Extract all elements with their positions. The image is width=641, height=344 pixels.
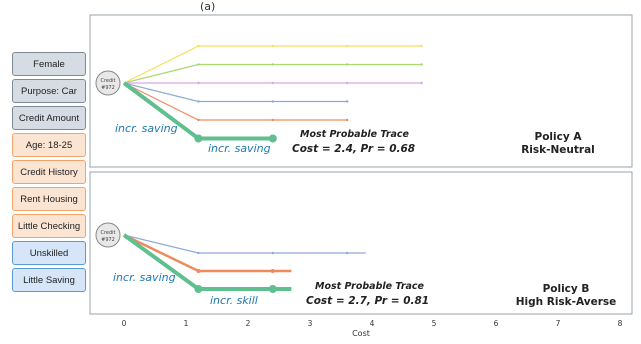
trace-line: [123, 82, 348, 103]
trace-point: [271, 63, 274, 66]
panel-b-policy: Policy B: [543, 283, 590, 295]
panel-a-labels: incr. saving incr. saving Most Probable …: [115, 122, 595, 156]
trace-point: [197, 100, 200, 103]
attribute-chip: Unskilled: [12, 241, 86, 265]
attribute-chip: Credit Amount: [12, 106, 86, 130]
trace-point: [197, 63, 200, 66]
trace-point: [197, 81, 200, 85]
trace-line: [123, 63, 422, 84]
attribute-chip: Credit History: [12, 160, 86, 184]
attribute-chip: Little Checking: [12, 214, 86, 238]
panel-b: Credit#972: [95, 222, 366, 293]
credit-node: [95, 70, 121, 96]
trace-point: [346, 44, 349, 48]
x-tick-label: 6: [494, 319, 499, 328]
x-tick-label: 3: [308, 319, 313, 328]
attribute-chip: Female: [12, 52, 86, 76]
attribute-chip: Age: 18-25: [12, 133, 86, 157]
panel-b-action1: incr. saving: [113, 271, 176, 284]
panel-a: Credit#972: [95, 44, 423, 143]
trace-point: [270, 269, 275, 273]
panel-a-action2: incr. saving: [208, 142, 271, 155]
trace-point: [197, 118, 200, 122]
credit-node-label: #972: [101, 85, 115, 91]
trace-point: [197, 44, 200, 48]
panel-a-action1: incr. saving: [115, 122, 178, 135]
trace-point: [268, 285, 277, 293]
credit-node: [95, 222, 121, 248]
x-tick-label: 7: [556, 319, 561, 328]
trace-point: [420, 44, 423, 48]
trace-point: [271, 100, 274, 103]
trace-point: [271, 81, 274, 85]
x-axis: 0 1 2 3 4 5 6 7 8: [122, 319, 623, 328]
attribute-chip: Little Saving: [12, 268, 86, 292]
x-tick-label: 4: [370, 319, 375, 328]
trace-point: [268, 134, 277, 143]
panel-a-trace-title: Most Probable Trace: [300, 129, 410, 140]
trace-point: [194, 285, 203, 293]
attribute-chip: Rent Housing: [12, 187, 86, 211]
x-tick-label: 1: [184, 319, 189, 328]
panel-label: (a): [200, 0, 215, 13]
trace-line: [123, 234, 366, 254]
panel-a-policy: Policy A: [535, 131, 583, 143]
trace-point: [420, 81, 423, 85]
panel-b-trace-title: Most Probable Trace: [315, 281, 425, 292]
trace-point: [194, 134, 203, 143]
trace-point: [346, 63, 349, 66]
trace-point: [346, 118, 349, 122]
credit-node-label: Credit: [100, 78, 115, 84]
panel-a-policy-type: Risk-Neutral: [521, 144, 595, 156]
trace-point: [420, 63, 423, 66]
trace-point: [346, 251, 349, 255]
x-tick-label: 2: [246, 319, 251, 328]
trace-point: [271, 118, 274, 122]
attribute-sidebar: Female Purpose: Car Credit Amount Age: 18-2…: [12, 52, 86, 295]
panel-a-trace-cost: Cost = 2.4, Pr = 0.68: [292, 143, 415, 155]
trace-point: [346, 81, 349, 85]
panel-b-labels: incr. saving incr. skill Most Probable T…: [113, 271, 616, 308]
attribute-chip: Purpose: Car: [12, 79, 86, 103]
panel-a-frame: [89, 14, 633, 168]
trace-point: [271, 44, 274, 48]
x-axis-label: Cost: [352, 329, 370, 338]
x-tick-label: 0: [122, 319, 127, 328]
panel-b-policy-type: High Risk-Averse: [516, 296, 617, 308]
credit-node-label: #972: [101, 237, 115, 243]
panel-b-frame: [89, 171, 633, 315]
x-tick-label: 5: [432, 319, 437, 328]
panel-b-action2: incr. skill: [210, 294, 258, 307]
trace-point: [197, 251, 200, 255]
x-tick-label: 8: [618, 319, 623, 328]
trace-point: [196, 269, 201, 273]
trace-point: [271, 251, 274, 255]
trace-point: [346, 100, 349, 103]
panel-b-trace-cost: Cost = 2.7, Pr = 0.81: [306, 295, 429, 307]
credit-node-label: Credit: [100, 230, 115, 236]
